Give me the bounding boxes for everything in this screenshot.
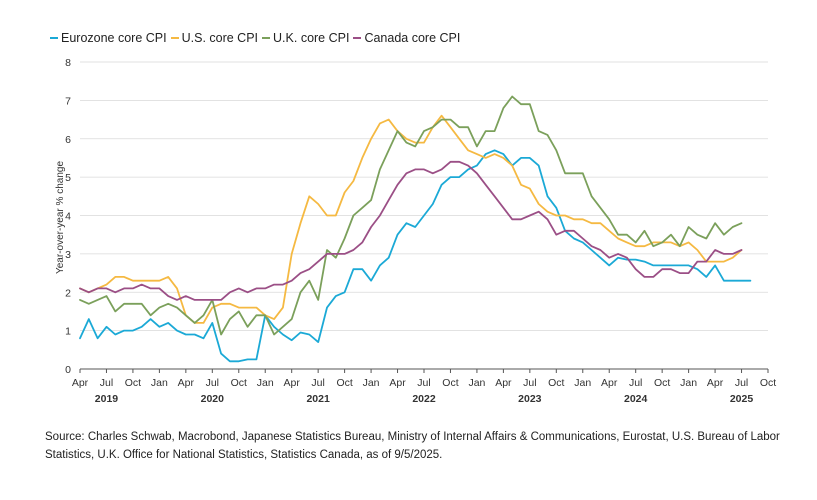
source-note: Source: Charles Schwab, Macrobond, Japan… xyxy=(45,431,780,461)
x-tick-label: Jul xyxy=(523,377,536,389)
y-axis-label: Year-over-year % change xyxy=(55,161,66,274)
legend-label-eurozone: Eurozone core CPI xyxy=(61,31,167,45)
line-chart: 0 1 2 3 4 5 6 7 8 Year-over-year % change Apr Jul Oc… xyxy=(55,57,776,405)
legend-item-us: U.S. core CPI xyxy=(170,31,259,45)
x-tick-label: Apr xyxy=(72,377,89,389)
x-year-label: 2025 xyxy=(730,393,754,405)
x-year-label: 2021 xyxy=(306,393,330,405)
y-tick-label: 7 xyxy=(65,95,71,107)
x-tick-label: Oct xyxy=(125,377,141,389)
x-tick-label: Apr xyxy=(178,377,195,389)
x-tick-label: Jul xyxy=(206,377,219,389)
x-tick-label: Jul xyxy=(311,377,324,389)
x-year-label: 2020 xyxy=(201,393,225,405)
legend-label-us: U.S. core CPI xyxy=(181,31,259,45)
x-tick-label: Apr xyxy=(707,377,724,389)
y-tick-label: 2 xyxy=(65,287,71,299)
x-tick-label: Jan xyxy=(468,377,485,389)
series-line-uk xyxy=(79,95,743,336)
series-line-eurozone xyxy=(79,149,752,363)
legend-item-eurozone: Eurozone core CPI xyxy=(50,31,167,45)
x-tick-label: Jan xyxy=(363,377,380,389)
x-tick-label: Oct xyxy=(654,377,670,389)
x-tick-label: Jul xyxy=(100,377,113,389)
x-year-label: 2019 xyxy=(95,393,119,405)
legend-item-uk: U.K. core CPI xyxy=(262,31,349,45)
legend-swatch-canada xyxy=(353,37,362,39)
y-tick-label: 3 xyxy=(65,249,71,261)
legend-item-canada: Canada core CPI xyxy=(353,31,460,45)
x-tick-label: Jan xyxy=(151,377,168,389)
chart-area: Eurozone core CPI U.S. core CPI U.K. cor… xyxy=(50,31,776,405)
legend-label-canada: Canada core CPI xyxy=(364,31,461,45)
y-tick-label: 1 xyxy=(65,326,71,338)
x-tick-label: Apr xyxy=(495,377,512,389)
series-lines xyxy=(79,95,752,363)
legend-swatch-uk xyxy=(262,37,271,39)
x-tick-label: Oct xyxy=(760,377,776,389)
x-tick-label: Apr xyxy=(601,377,618,389)
y-tick-label: 6 xyxy=(65,134,71,146)
legend-swatch-us xyxy=(170,37,179,39)
legend-swatch-eurozone xyxy=(50,37,58,39)
x-tick-label: Oct xyxy=(442,377,458,389)
x-tick-label: Jul xyxy=(417,377,430,389)
x-year-label: 2022 xyxy=(412,393,436,405)
series-line-canada xyxy=(79,160,743,301)
x-tick-label: Oct xyxy=(336,377,352,389)
x-tick-label: Apr xyxy=(389,377,406,389)
y-tick-label: 5 xyxy=(65,172,71,184)
axes: 0 1 2 3 4 5 6 7 8 Year-over-year % change Apr Jul Oc… xyxy=(55,57,776,405)
x-tick-label: Jan xyxy=(257,377,274,389)
x-year-label: 2023 xyxy=(518,393,542,405)
x-tick-label: Jan xyxy=(680,377,697,389)
legend-label-uk: U.K. core CPI xyxy=(273,31,350,45)
x-year-label: 2024 xyxy=(624,393,648,405)
x-tick-label: Jul xyxy=(735,377,748,389)
series-line-us xyxy=(79,114,743,324)
x-tick-label: Apr xyxy=(284,377,301,389)
y-tick-label: 4 xyxy=(65,211,71,223)
chart-legend: Eurozone core CPI U.S. core CPI U.K. cor… xyxy=(50,31,464,45)
x-tick-label: Oct xyxy=(231,377,247,389)
y-tick-label: 0 xyxy=(65,364,71,376)
y-tick-label: 8 xyxy=(65,57,71,69)
x-tick-label: Oct xyxy=(548,377,564,389)
x-tick-label: Jul xyxy=(629,377,642,389)
x-tick-label: Jan xyxy=(574,377,591,389)
